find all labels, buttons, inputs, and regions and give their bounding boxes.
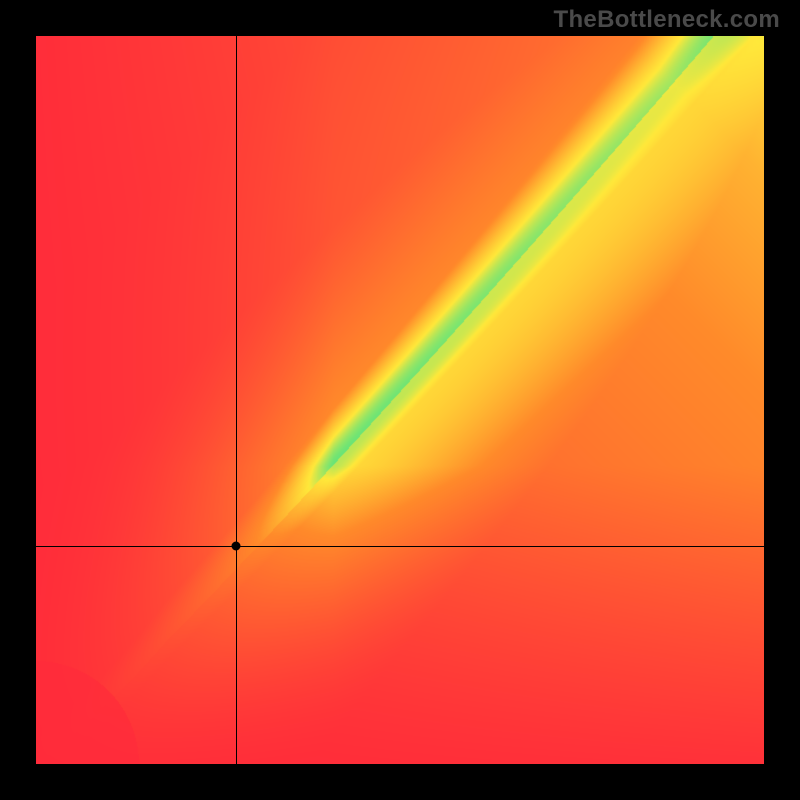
crosshair-horizontal [36, 546, 764, 547]
crosshair-marker [232, 541, 241, 550]
crosshair-vertical [236, 36, 237, 764]
plot-area [36, 36, 764, 764]
watermark-text: TheBottleneck.com [554, 6, 780, 34]
heatmap-canvas [36, 36, 764, 764]
chart-frame: TheBottleneck.com [0, 0, 800, 800]
